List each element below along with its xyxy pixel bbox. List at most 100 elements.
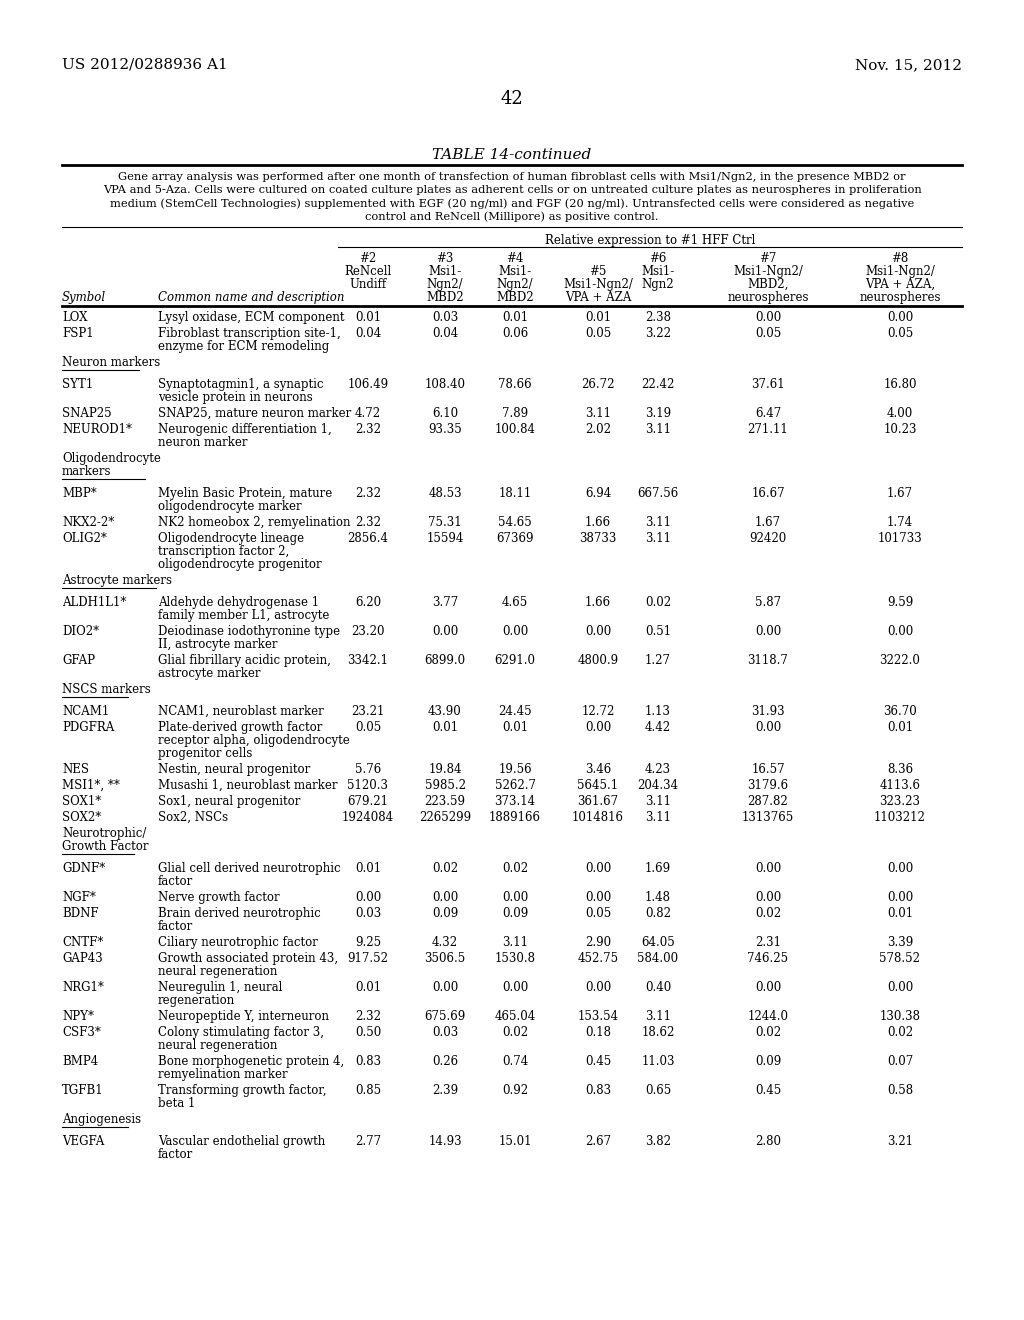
Text: 6.10: 6.10	[432, 407, 458, 420]
Text: 3118.7: 3118.7	[748, 653, 788, 667]
Text: neural regeneration: neural regeneration	[158, 965, 278, 978]
Text: Neuregulin 1, neural: Neuregulin 1, neural	[158, 981, 283, 994]
Text: 0.45: 0.45	[585, 1055, 611, 1068]
Text: 0.05: 0.05	[887, 327, 913, 341]
Text: 3.39: 3.39	[887, 936, 913, 949]
Text: SNAP25: SNAP25	[62, 407, 112, 420]
Text: Nov. 15, 2012: Nov. 15, 2012	[855, 58, 962, 73]
Text: 1.74: 1.74	[887, 516, 913, 529]
Text: MBP*: MBP*	[62, 487, 96, 500]
Text: 0.00: 0.00	[755, 721, 781, 734]
Text: 3342.1: 3342.1	[347, 653, 388, 667]
Text: Msi1-: Msi1-	[499, 265, 531, 279]
Text: 0.02: 0.02	[755, 1026, 781, 1039]
Text: 0.05: 0.05	[585, 907, 611, 920]
Text: 0.09: 0.09	[432, 907, 458, 920]
Text: 108.40: 108.40	[425, 378, 466, 391]
Text: SOX1*: SOX1*	[62, 795, 101, 808]
Text: Synaptotagmin1, a synaptic: Synaptotagmin1, a synaptic	[158, 378, 324, 391]
Text: Oligodendrocyte: Oligodendrocyte	[62, 451, 161, 465]
Text: 0.00: 0.00	[755, 624, 781, 638]
Text: 5120.3: 5120.3	[347, 779, 388, 792]
Text: 0.05: 0.05	[585, 327, 611, 341]
Text: II, astrocyte marker: II, astrocyte marker	[158, 638, 278, 651]
Text: DIO2*: DIO2*	[62, 624, 99, 638]
Text: 0.00: 0.00	[502, 981, 528, 994]
Text: control and ReNcell (Millipore) as positive control.: control and ReNcell (Millipore) as posit…	[366, 211, 658, 222]
Text: TABLE 14-continued: TABLE 14-continued	[432, 148, 592, 162]
Text: 6899.0: 6899.0	[424, 653, 466, 667]
Text: 19.56: 19.56	[499, 763, 531, 776]
Text: #6: #6	[649, 252, 667, 265]
Text: receptor alpha, oligodendrocyte: receptor alpha, oligodendrocyte	[158, 734, 350, 747]
Text: 18.11: 18.11	[499, 487, 531, 500]
Text: NK2 homeobox 2, remyelination: NK2 homeobox 2, remyelination	[158, 516, 350, 529]
Text: Neurotrophic/: Neurotrophic/	[62, 828, 146, 840]
Text: 2.02: 2.02	[585, 422, 611, 436]
Text: NCAM1, neuroblast marker: NCAM1, neuroblast marker	[158, 705, 324, 718]
Text: Gene array analysis was performed after one month of transfection of human fibro: Gene array analysis was performed after …	[118, 172, 906, 182]
Text: enzyme for ECM remodeling: enzyme for ECM remodeling	[158, 341, 330, 352]
Text: 0.00: 0.00	[887, 312, 913, 323]
Text: 0.09: 0.09	[755, 1055, 781, 1068]
Text: 43.90: 43.90	[428, 705, 462, 718]
Text: 42: 42	[501, 90, 523, 108]
Text: 0.01: 0.01	[432, 721, 458, 734]
Text: 0.00: 0.00	[887, 981, 913, 994]
Text: 1103212: 1103212	[874, 810, 926, 824]
Text: 465.04: 465.04	[495, 1010, 536, 1023]
Text: #3: #3	[436, 252, 454, 265]
Text: 38733: 38733	[580, 532, 616, 545]
Text: ALDH1L1*: ALDH1L1*	[62, 597, 126, 609]
Text: 0.01: 0.01	[355, 862, 381, 875]
Text: Nestin, neural progenitor: Nestin, neural progenitor	[158, 763, 310, 776]
Text: FSP1: FSP1	[62, 327, 93, 341]
Text: 1.66: 1.66	[585, 516, 611, 529]
Text: 9.25: 9.25	[355, 936, 381, 949]
Text: Brain derived neurotrophic: Brain derived neurotrophic	[158, 907, 321, 920]
Text: 2.31: 2.31	[755, 936, 781, 949]
Text: 3506.5: 3506.5	[424, 952, 466, 965]
Text: NCAM1: NCAM1	[62, 705, 110, 718]
Text: Msi1-Ngn2/: Msi1-Ngn2/	[733, 265, 803, 279]
Text: Msi1-Ngn2/: Msi1-Ngn2/	[865, 265, 935, 279]
Text: 1.69: 1.69	[645, 862, 671, 875]
Text: Ngn2/: Ngn2/	[497, 279, 534, 290]
Text: 3.46: 3.46	[585, 763, 611, 776]
Text: 0.03: 0.03	[432, 312, 458, 323]
Text: oligodendrocyte progenitor: oligodendrocyte progenitor	[158, 558, 322, 572]
Text: 0.02: 0.02	[645, 597, 671, 609]
Text: 37.61: 37.61	[752, 378, 784, 391]
Text: SNAP25, mature neuron marker: SNAP25, mature neuron marker	[158, 407, 351, 420]
Text: 0.05: 0.05	[755, 327, 781, 341]
Text: 287.82: 287.82	[748, 795, 788, 808]
Text: Transforming growth factor,: Transforming growth factor,	[158, 1084, 327, 1097]
Text: VPA + AZA: VPA + AZA	[565, 290, 631, 304]
Text: Growth associated protein 43,: Growth associated protein 43,	[158, 952, 338, 965]
Text: 15.01: 15.01	[499, 1135, 531, 1148]
Text: 3.11: 3.11	[502, 936, 528, 949]
Text: 3.11: 3.11	[645, 810, 671, 824]
Text: 0.58: 0.58	[887, 1084, 913, 1097]
Text: Msi1-: Msi1-	[641, 265, 675, 279]
Text: SOX2*: SOX2*	[62, 810, 101, 824]
Text: Sox1, neural progenitor: Sox1, neural progenitor	[158, 795, 300, 808]
Text: 0.00: 0.00	[887, 891, 913, 904]
Text: 0.07: 0.07	[887, 1055, 913, 1068]
Text: 0.02: 0.02	[432, 862, 458, 875]
Text: 1530.8: 1530.8	[495, 952, 536, 965]
Text: 3.77: 3.77	[432, 597, 458, 609]
Text: Growth Factor: Growth Factor	[62, 840, 148, 853]
Text: VPA + AZA,: VPA + AZA,	[865, 279, 935, 290]
Text: neuron marker: neuron marker	[158, 436, 248, 449]
Text: 14.93: 14.93	[428, 1135, 462, 1148]
Text: 5262.7: 5262.7	[495, 779, 536, 792]
Text: Angiogenesis: Angiogenesis	[62, 1113, 141, 1126]
Text: family member L1, astrocyte: family member L1, astrocyte	[158, 609, 330, 622]
Text: neurospheres: neurospheres	[727, 290, 809, 304]
Text: 16.80: 16.80	[884, 378, 916, 391]
Text: 153.54: 153.54	[578, 1010, 618, 1023]
Text: BDNF: BDNF	[62, 907, 98, 920]
Text: Oligodendrocyte lineage: Oligodendrocyte lineage	[158, 532, 304, 545]
Text: 4.72: 4.72	[355, 407, 381, 420]
